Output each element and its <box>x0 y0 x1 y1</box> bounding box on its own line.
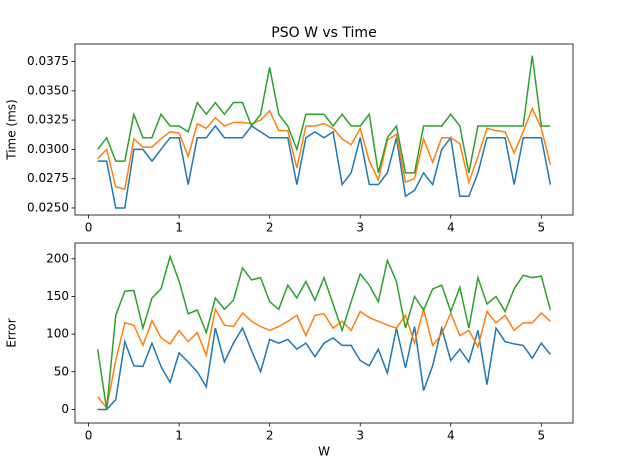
x-tick-label: 3 <box>356 221 364 235</box>
x-tick-label: 4 <box>447 221 455 235</box>
y-tick-label: 150 <box>46 289 69 303</box>
plot-frame <box>74 43 574 216</box>
x-tick-label: 0 <box>85 429 93 443</box>
chart-title: PSO W vs Time <box>271 25 376 41</box>
y-tick-label: 0.0375 <box>27 54 69 68</box>
series-line <box>97 106 552 191</box>
plot-frame <box>74 242 574 424</box>
series-line <box>96 254 552 410</box>
series-line <box>97 306 551 410</box>
y-tick-label: 0.0250 <box>27 200 69 214</box>
x-tick-label: 2 <box>266 221 274 235</box>
series-line <box>97 325 551 411</box>
y-axis-label: Error <box>5 318 19 347</box>
y-tick-label: 0.0300 <box>27 142 69 156</box>
series-line <box>97 124 552 209</box>
x-tick-label: 1 <box>175 221 183 235</box>
y-axis-label: Time (ms) <box>5 99 19 161</box>
y-tick-label: 100 <box>46 327 69 341</box>
x-tick-label: 4 <box>447 429 455 443</box>
y-tick-label: 0.0275 <box>27 171 69 185</box>
x-tick-label: 0 <box>85 221 93 235</box>
y-tick-label: 0 <box>61 402 69 416</box>
x-tick-label: 5 <box>537 221 545 235</box>
series-line <box>97 55 551 174</box>
x-axis-label: W <box>318 445 330 459</box>
y-tick-label: 0.0350 <box>27 83 69 97</box>
x-tick-label: 2 <box>266 429 274 443</box>
x-tick-label: 1 <box>175 429 183 443</box>
x-tick-label: 5 <box>537 429 545 443</box>
x-tick-label: 3 <box>356 429 364 443</box>
y-tick-label: 50 <box>54 364 69 378</box>
y-tick-label: 0.0325 <box>27 113 69 127</box>
y-tick-label: 200 <box>46 251 69 265</box>
